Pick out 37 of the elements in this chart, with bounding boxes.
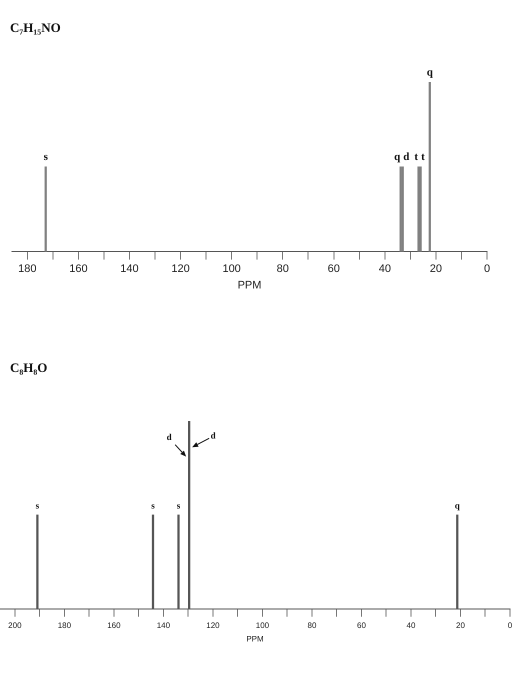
annotation: q [454, 500, 460, 511]
annotation: s [176, 500, 181, 511]
annotation: s [151, 500, 156, 511]
x-tick-label: 40 [378, 263, 391, 276]
x-tick-label: 180 [58, 620, 72, 630]
x-axis-title: PPM [238, 279, 262, 292]
annotation: s [36, 500, 40, 511]
x-tick-label: 60 [357, 620, 366, 630]
x-tick-label: 140 [120, 263, 139, 276]
annotation: d [210, 430, 216, 441]
x-tick-label: 60 [328, 263, 340, 276]
annotation: s [44, 151, 49, 164]
x-tick-label: 160 [107, 620, 122, 630]
x-tick-label: 0 [508, 620, 513, 630]
annotation: t [421, 151, 426, 164]
x-tick-label: 200 [8, 620, 22, 630]
x-tick-label: 100 [256, 620, 270, 630]
x-tick-label: 40 [406, 620, 416, 630]
annotation: d [403, 151, 410, 164]
x-tick-label: 120 [171, 263, 190, 276]
x-tick-label: 180 [18, 263, 36, 276]
x-tick-label: 80 [276, 263, 289, 276]
annotation: t [414, 151, 418, 164]
x-tick-label: 80 [307, 620, 317, 630]
x-tick-label: 20 [430, 263, 442, 276]
x-tick-label: 100 [222, 263, 241, 276]
x-tick-label: 0 [484, 263, 490, 276]
x-tick-label: 120 [206, 620, 220, 630]
x-tick-label: 160 [69, 263, 88, 276]
x-axis-title: PPM [246, 634, 264, 644]
chart-title: C₈H₈O [10, 360, 48, 376]
x-tick-label: 20 [456, 620, 466, 630]
annotation: q [426, 66, 434, 78]
chart-title: C₇H₁₅NO [10, 20, 61, 36]
annotation: q [394, 151, 402, 164]
x-tick-label: 140 [156, 620, 171, 630]
annotation: d [166, 432, 172, 442]
